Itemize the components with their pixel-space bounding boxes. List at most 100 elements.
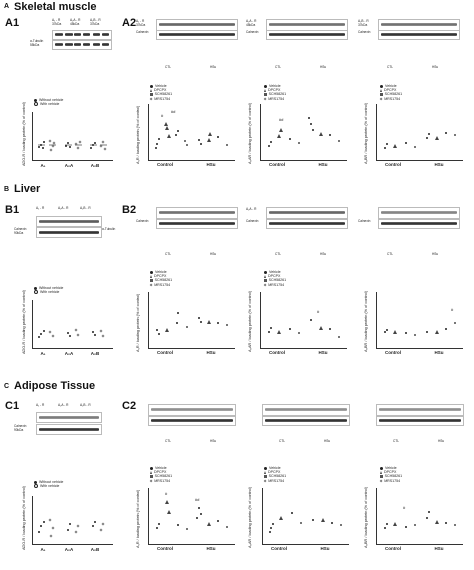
c2-p1-x-control: Control bbox=[157, 546, 173, 551]
c1-a1r: A₁ - R bbox=[36, 403, 45, 407]
b2-blot1-hsu: HSu bbox=[210, 252, 217, 256]
c2-blot1-calnexin-band bbox=[148, 416, 236, 426]
a2-blot1-ctl: CTL bbox=[165, 65, 172, 69]
panel-b2-label: B2 bbox=[122, 204, 137, 216]
a2-p1-x-control: Control bbox=[157, 162, 173, 167]
b2-l2-dpcpx: DPCPX bbox=[268, 274, 281, 279]
a2-p1-double-hash: ## bbox=[171, 109, 176, 114]
c2-plot-2 bbox=[262, 488, 349, 545]
b1-legend-with: With vehicle bbox=[40, 290, 60, 295]
b2-legend-1: Vehicle DPCPX SCH58261 MRS1754 bbox=[149, 270, 173, 287]
c2-blot1-receptor bbox=[148, 404, 236, 416]
c2-blot2-calnexin-band bbox=[262, 416, 350, 426]
c2-l3-dpcpx: DPCPX bbox=[384, 470, 397, 475]
a2-blot2-hsu: HSu bbox=[320, 65, 327, 69]
a2-blot2-label: A₂A - R bbox=[246, 19, 257, 23]
section-a-letter: A bbox=[4, 3, 10, 10]
panel-b1-label: B1 bbox=[5, 204, 20, 216]
c2-l1-vehicle: Vehicle bbox=[155, 466, 167, 470]
a2-p3-x-hsu: HSu bbox=[434, 162, 444, 167]
b2-plot-3: # bbox=[376, 292, 463, 349]
a2-blot2-kda: 45kDa bbox=[246, 23, 256, 27]
c1-calnexin: Calnexin bbox=[14, 424, 27, 428]
a2-l1-vehicle: Vehicle bbox=[155, 84, 167, 88]
section-c-letter: C bbox=[4, 383, 10, 390]
a2-legend-2: Vehicle DPCPX SCH58261 MRS1754 bbox=[263, 84, 286, 101]
c2-l3-vehicle: Vehicle bbox=[385, 466, 397, 470]
b2-blot1-ctl: CTL bbox=[165, 252, 172, 256]
b1-a1r: A₁ - R bbox=[36, 206, 45, 210]
section-b-letter: B bbox=[4, 186, 10, 193]
c2-p3-x-control: Control bbox=[385, 546, 401, 551]
a2-plot-3 bbox=[376, 104, 463, 161]
c2-legend-2: Vehicle DPCPX SCH58261 MRS1754 bbox=[263, 466, 286, 483]
b1-x-a1: A₁ bbox=[40, 351, 46, 356]
a2-l3-sch: SCH58261 bbox=[384, 92, 403, 97]
a1-blot-tubulin bbox=[52, 40, 112, 50]
b2-p3-x-control: Control bbox=[385, 350, 401, 355]
b2-l1-sch: SCH58261 bbox=[154, 278, 173, 283]
a2-l3-vehicle: Vehicle bbox=[385, 84, 397, 88]
a1-blot-a1r-kda: 37kDa bbox=[52, 22, 62, 26]
b2-legend-2: Vehicle DPCPX SCH58261 MRS1754 bbox=[263, 270, 286, 287]
b1-a2ar: A₂A - R bbox=[58, 206, 69, 210]
b2-p2-hash: # bbox=[317, 309, 320, 314]
c2-blot3-ctl: CTL bbox=[393, 439, 400, 443]
a2-blot1-hsu: HSu bbox=[210, 65, 217, 69]
c1-a2br: A₂B - R bbox=[80, 403, 91, 407]
a2-blot2-calnexin: Calnexin bbox=[246, 30, 259, 34]
a2-y-label-2: A₂AR / loading protein (% of control) bbox=[248, 103, 252, 164]
section-b-title: Liver bbox=[14, 183, 41, 195]
c1-plot-area bbox=[32, 496, 113, 545]
a2-blot1-kda: 37kDa bbox=[136, 23, 146, 27]
a1-blot-a2ar-label: A₂A - R bbox=[70, 18, 81, 22]
c2-blot2-ctl: CTL bbox=[279, 439, 286, 443]
c2-l2-mrs: MRS1754 bbox=[268, 478, 285, 483]
a2-legend-1: Vehicle DPCPX SCH58261 MRS1754 bbox=[149, 84, 172, 101]
panel-c1-label: C1 bbox=[5, 400, 20, 412]
c2-l3-sch: SCH58261 bbox=[384, 474, 403, 479]
a2-blot3-calnexin: Calnexin bbox=[358, 30, 371, 34]
b2-l2-mrs: MRS1754 bbox=[268, 282, 285, 287]
c2-y-label-3: A₂BR / loading protein (% of control) bbox=[364, 487, 368, 548]
a1-scatter bbox=[38, 139, 107, 152]
c2-l2-dpcpx: DPCPX bbox=[268, 470, 281, 475]
b2-l1-dpcpx: DPCPX bbox=[154, 274, 167, 279]
a2-blot3-label: A₂B - R bbox=[358, 19, 369, 23]
a1-blot-a1r-label: A₁ - R bbox=[52, 18, 61, 22]
a1-legend: Without vehicle With vehicle bbox=[34, 98, 63, 107]
b1-y-label: ADO-R / loading protein (% of control) bbox=[22, 290, 26, 354]
b2-blot3-ctl: CTL bbox=[387, 252, 394, 256]
b2-p3-x-hsu: HSu bbox=[434, 350, 444, 355]
panel-a2-label: A2 bbox=[122, 17, 137, 29]
b1-blot-loading bbox=[36, 227, 102, 238]
c1-x-a1: A₁ bbox=[40, 547, 46, 552]
c1-y-label: ADO-R / loading protein (% of control) bbox=[22, 486, 26, 550]
b1-tubulin: α-Tubulin bbox=[102, 227, 116, 231]
a2-blot3-ctl: CTL bbox=[387, 65, 394, 69]
c2-blot3-calnexin-band bbox=[376, 416, 464, 426]
c1-x-a2a: A₂A bbox=[64, 547, 74, 552]
c2-legend-3: Vehicle DPCPX SCH58261 MRS1754 bbox=[379, 466, 403, 483]
a2-p1-hash: # bbox=[161, 113, 164, 118]
a1-blot-receptor bbox=[52, 30, 112, 40]
b2-blot2-ctl: CTL bbox=[275, 252, 282, 256]
a2-blot1-calnexin: Calnexin bbox=[136, 30, 149, 34]
c2-blot1-ctl: CTL bbox=[165, 439, 172, 443]
c2-p1-x-hsu: HSu bbox=[206, 546, 216, 551]
a2-l2-vehicle: Vehicle bbox=[269, 84, 281, 88]
b2-blot1-receptor bbox=[156, 207, 238, 219]
b2-l1-vehicle: Vehicle bbox=[155, 270, 167, 274]
a2-l2-dpcpx: DPCPX bbox=[268, 88, 281, 93]
b2-blot2-calnexin-band bbox=[266, 219, 348, 229]
a2-plot-2: ## bbox=[260, 104, 347, 161]
a2-l1-mrs: MRS1754 bbox=[154, 96, 171, 101]
b2-p2-x-control: Control bbox=[269, 350, 285, 355]
c1-a2ar: A₂A - R bbox=[58, 403, 69, 407]
c1-legend: Without vehicle With vehicle bbox=[34, 480, 63, 489]
c2-blot3-receptor bbox=[376, 404, 464, 416]
b2-blot2-hsu: HSu bbox=[320, 252, 327, 256]
a2-blot1-calnexin-band bbox=[156, 30, 238, 40]
c1-calnexin-kda: 90kDa bbox=[14, 428, 24, 432]
b1-x-a2a: A₂A bbox=[64, 351, 74, 356]
